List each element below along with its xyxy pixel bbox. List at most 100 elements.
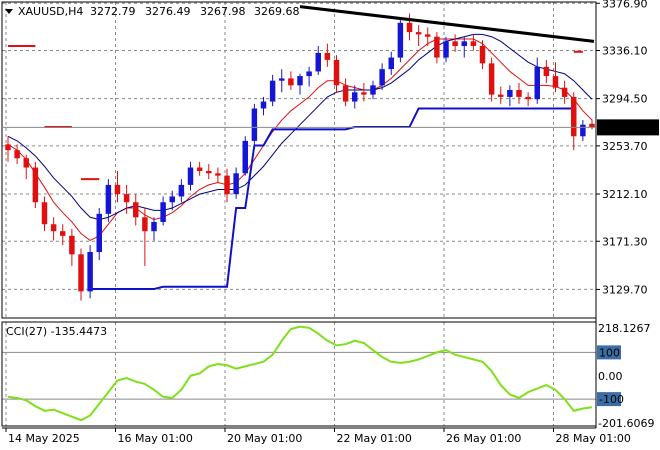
candle-body (69, 235, 75, 255)
candle-body (260, 101, 267, 109)
candle-body (525, 96, 531, 100)
cci-tick-label: 0.00 (598, 370, 623, 383)
stop-line (90, 107, 574, 291)
price-tick-label: 3171.30 (602, 235, 648, 248)
candle-body (50, 224, 57, 232)
cci-tick-label: -100 (599, 393, 624, 406)
candle-body (105, 184, 112, 214)
candle-body (388, 57, 394, 70)
cci-label: CCI(27) -135.4473 (6, 325, 107, 338)
time-tick-label: 16 May 01:00 (118, 432, 193, 445)
candle-body (242, 140, 248, 174)
symbol-label: XAUUSD,H4 (18, 5, 83, 18)
ma-fast-line (7, 38, 593, 242)
candle-body (233, 173, 239, 195)
cci-line (7, 325, 593, 422)
candle-body (552, 76, 559, 88)
candle-body (196, 167, 203, 171)
candle-body (361, 92, 367, 95)
candle-body (352, 92, 358, 102)
chart-header: XAUUSD,H4 3272.79 3276.49 3267.98 3269.6… (5, 5, 300, 18)
cci-level-tag (597, 392, 621, 407)
candle-body (379, 69, 385, 86)
candle-body (224, 175, 230, 195)
candle-body (589, 123, 595, 128)
candle-body (206, 170, 212, 174)
candle-body (333, 59, 340, 86)
candle-body (488, 63, 495, 95)
candle-body (215, 173, 221, 176)
ma-slow-line (7, 33, 593, 221)
price-tick-label: 3294.50 (602, 93, 648, 106)
candle-body (580, 124, 586, 137)
cci-tick-label: -201.6069 (598, 417, 654, 430)
cci-level-tag (597, 345, 621, 360)
moving-averages (7, 33, 593, 291)
current-price-label: 3269.68 (600, 121, 646, 134)
candle-body (269, 80, 276, 102)
price-tick-label: 3253.70 (602, 140, 648, 153)
high-value: 3276.49 (145, 5, 191, 18)
candle-body (452, 41, 458, 46)
price-tick-label: 3376.90 (602, 0, 648, 10)
time-tick-label: 20 May 01:00 (227, 432, 302, 445)
dropdown-triangle-icon[interactable] (5, 9, 13, 14)
candle-body (251, 108, 258, 141)
candle-body (534, 66, 540, 100)
candle-body (370, 85, 376, 95)
grid (2, 2, 596, 426)
cci-plot (7, 325, 593, 422)
trendline (299, 5, 595, 43)
time-tick-label: 28 May 01:00 (556, 432, 631, 445)
candle-body (406, 22, 413, 33)
candle-body (123, 194, 130, 203)
cci-tick-label: 218.1267 (598, 322, 651, 335)
candle-body (96, 213, 102, 253)
candle-body (187, 167, 194, 185)
candle-body (443, 41, 449, 58)
candle-body (306, 71, 312, 77)
candlesticks (5, 13, 595, 301)
time-tick-label: 26 May 01:00 (446, 432, 521, 445)
candle-body (498, 94, 504, 97)
price-tick-label: 3336.10 (602, 44, 648, 57)
candle-body (434, 36, 440, 58)
candle-body (41, 202, 48, 225)
candle-body (571, 96, 577, 137)
candle-body (169, 196, 175, 203)
candle-body (133, 202, 139, 218)
candle-body (5, 144, 11, 151)
candle-body (397, 22, 404, 58)
candle-body (60, 231, 66, 236)
candle-body (142, 217, 148, 232)
time-tick-label: 22 May 01:00 (337, 432, 412, 445)
candle-body (324, 52, 331, 60)
candle-body (470, 41, 477, 46)
candle-body (479, 45, 486, 64)
candle-body (507, 89, 513, 97)
candle-body (178, 184, 185, 197)
candle-body (23, 158, 29, 168)
candle-body (78, 254, 84, 292)
close-value: 3269.68 (254, 5, 300, 18)
candle-body (342, 85, 349, 102)
candle-body (516, 89, 522, 97)
open-value: 3272.79 (90, 5, 136, 18)
candle-body (32, 167, 39, 203)
low-value: 3267.98 (200, 5, 246, 18)
candle-body (288, 78, 294, 86)
price-tick-label: 3129.70 (602, 283, 648, 296)
cci-tick-label: 100 (599, 346, 620, 359)
time-tick-label: 14 May 2025 (8, 432, 80, 445)
price-tick-label: 3212.10 (602, 188, 648, 201)
candle-body (151, 221, 157, 232)
candle-body (279, 78, 285, 81)
candle-body (87, 252, 93, 292)
candle-body (425, 34, 431, 37)
candle-body (315, 52, 321, 72)
candle-body (415, 32, 422, 35)
candle-body (297, 76, 303, 86)
cci-header: CCI(27) -135.4473 (6, 325, 107, 338)
